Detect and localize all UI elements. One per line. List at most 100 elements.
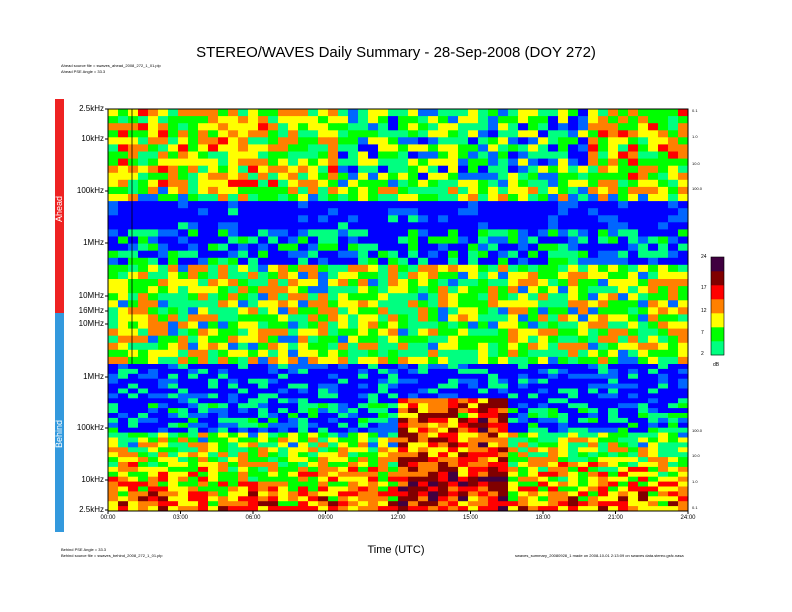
heatmap-cell xyxy=(138,378,149,384)
heatmap-cell xyxy=(288,471,299,478)
heatmap-cell xyxy=(238,398,249,404)
heatmap-cell xyxy=(518,271,529,280)
heatmap-cell xyxy=(348,123,359,131)
heatmap-cell xyxy=(268,413,279,419)
heatmap-cell xyxy=(448,123,459,131)
heatmap-cell xyxy=(498,398,509,404)
heatmap-cell xyxy=(218,314,229,322)
heatmap-cell xyxy=(218,373,229,380)
heatmap-cell xyxy=(568,222,579,230)
heatmap-cell xyxy=(648,506,659,512)
heatmap-cell xyxy=(668,462,679,468)
heatmap-cell xyxy=(338,466,349,473)
heatmap-cell xyxy=(558,109,569,117)
heatmap-cell xyxy=(538,457,549,463)
heatmap-cell xyxy=(568,194,579,202)
heatmap-cell xyxy=(648,194,659,202)
heatmap-cell xyxy=(108,314,119,322)
heatmap-cell xyxy=(508,144,519,152)
heatmap-cell xyxy=(258,437,269,443)
heatmap-cell xyxy=(208,457,219,463)
heatmap-cell xyxy=(348,422,359,429)
heatmap-cell xyxy=(228,408,239,414)
heatmap-cell xyxy=(358,356,369,365)
heatmap-cell xyxy=(418,442,429,448)
heatmap-cell xyxy=(138,116,149,124)
heatmap-cell xyxy=(348,293,359,301)
heatmap-cell xyxy=(298,383,309,389)
heatmap-cell xyxy=(218,442,229,448)
heatmap-cell xyxy=(288,186,299,195)
heatmap-cell xyxy=(538,462,549,468)
heatmap-cell xyxy=(598,186,609,195)
heatmap-cell xyxy=(608,257,619,266)
heatmap-cell xyxy=(138,486,149,492)
heatmap-cell xyxy=(238,172,249,181)
heatmap-cell xyxy=(108,335,119,344)
heatmap-cell xyxy=(498,388,509,394)
heatmap-cell xyxy=(678,466,689,473)
heatmap-cell xyxy=(288,201,299,209)
heatmap-cell xyxy=(338,257,349,266)
heatmap-cell xyxy=(288,342,299,351)
heatmap-cell xyxy=(658,491,669,497)
heatmap-cell xyxy=(458,442,469,448)
heatmap-cell xyxy=(428,172,439,181)
heatmap-cell xyxy=(228,130,239,138)
heatmap-cell xyxy=(398,194,409,202)
heatmap-cell xyxy=(408,279,419,287)
heatmap-cell xyxy=(578,486,589,492)
heatmap-cell xyxy=(488,422,499,429)
heatmap-cell xyxy=(338,279,349,287)
heatmap-cell xyxy=(568,417,579,424)
heatmap-cell xyxy=(418,452,429,458)
heatmap-cell xyxy=(408,222,419,230)
heatmap-cell xyxy=(218,328,229,337)
heatmap-cell xyxy=(388,194,399,202)
heatmap-cell xyxy=(348,427,359,433)
heatmap-cell xyxy=(488,257,499,266)
heatmap-cell xyxy=(148,314,159,322)
heatmap-cell xyxy=(638,437,649,443)
heatmap-cell xyxy=(318,447,329,453)
heatmap-cell xyxy=(508,427,519,433)
heatmap-cell xyxy=(418,151,429,159)
heatmap-cell xyxy=(208,257,219,266)
heatmap-cell xyxy=(348,172,359,181)
heatmap-cell xyxy=(378,236,389,244)
heatmap-cell xyxy=(378,116,389,124)
heatmap-cell xyxy=(588,506,599,512)
heatmap-cell xyxy=(648,417,659,424)
heatmap-cell xyxy=(238,335,249,344)
heatmap-cell xyxy=(398,314,409,322)
heatmap-cell xyxy=(108,222,119,230)
heatmap-cell xyxy=(488,236,499,244)
heatmap-cell xyxy=(558,447,569,453)
heatmap-cell xyxy=(178,144,189,152)
heatmap-cell xyxy=(388,229,399,237)
heatmap-cell xyxy=(258,201,269,209)
heatmap-cell xyxy=(258,422,269,429)
heatmap-cell xyxy=(218,378,229,384)
heatmap-cell xyxy=(428,398,439,404)
heatmap-cell xyxy=(428,496,439,502)
heatmap-cell xyxy=(238,222,249,230)
heatmap-cell xyxy=(128,403,139,409)
heatmap-cell xyxy=(538,279,549,287)
heatmap-cell xyxy=(228,491,239,497)
heatmap-cell xyxy=(368,432,379,438)
heatmap-cell xyxy=(678,442,689,448)
heatmap-cell xyxy=(578,328,589,337)
heatmap-cell xyxy=(438,257,449,266)
heatmap-cell xyxy=(418,130,429,138)
heatmap-cell xyxy=(488,307,499,315)
heatmap-cell xyxy=(518,447,529,453)
heatmap-cell xyxy=(458,250,469,259)
heatmap-cell xyxy=(358,373,369,380)
heatmap-cell xyxy=(118,137,129,145)
heatmap-cell xyxy=(268,452,279,458)
heatmap-cell xyxy=(108,373,119,380)
heatmap-cell xyxy=(448,116,459,124)
heatmap-cell xyxy=(378,413,389,419)
heatmap-cell xyxy=(668,144,679,152)
